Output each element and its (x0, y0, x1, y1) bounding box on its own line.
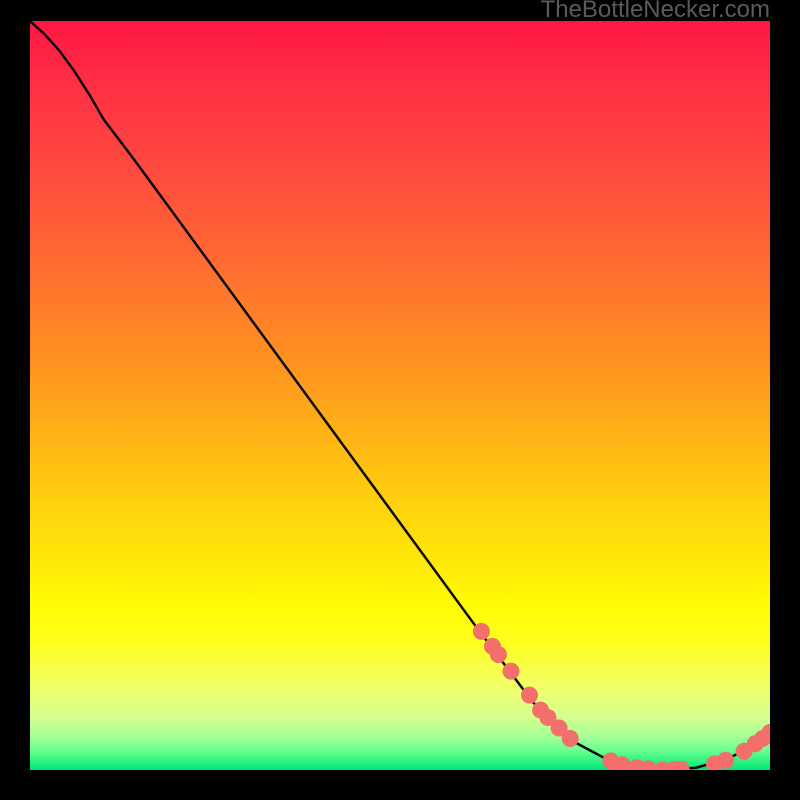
figure: TheBottleNecker.com (0, 0, 800, 800)
marker-point (503, 663, 520, 680)
plot-background (30, 21, 770, 770)
watermark-text: TheBottleNecker.com (541, 0, 770, 24)
marker-point (490, 646, 507, 663)
marker-point (521, 687, 538, 704)
marker-point (473, 623, 490, 640)
marker-point (717, 752, 734, 769)
plot-svg (30, 21, 770, 770)
marker-point (562, 730, 579, 747)
